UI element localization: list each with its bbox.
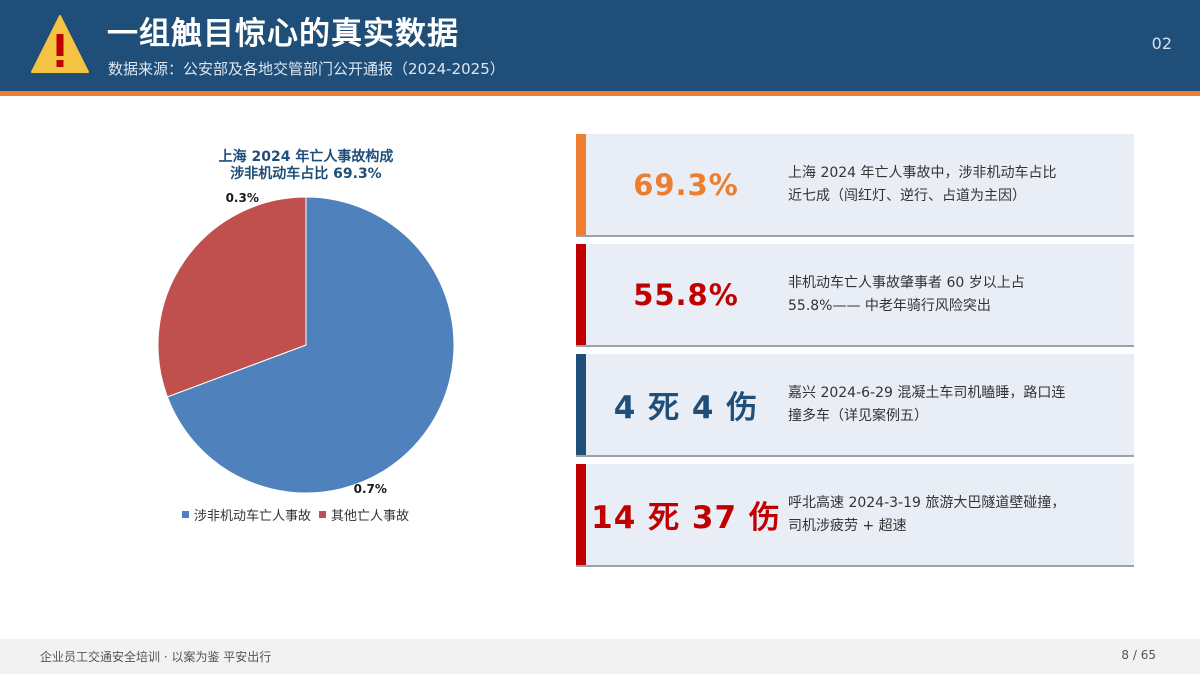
page-subtitle: 数据来源：公安部及各地交管部门公开通报（2024-2025） [108,60,505,78]
page-counter: 8 / 65 [1121,648,1156,662]
legend-swatch-red [319,511,327,518]
chart-title: 上海 2024 年亡人事故构成 涉非机动车占比 69.3% [130,149,482,183]
pie-chart: 上海 2024 年亡人事故构成 涉非机动车占比 69.3% 0.3% 0.7% … [130,145,490,545]
card-accent-bar [576,464,586,565]
stat-card: 14 死 37 伤 呼北高速 2024-3-19 旅游大巴隧道壁碰撞， 司机涉疲… [576,464,1134,567]
card-accent-bar [576,354,586,455]
stat-card: 69.3% 上海 2024 年亡人事故中，涉非机动车占比 近七成（闯红灯、逆行、… [576,134,1134,237]
legend-item-non-motor: 涉非机动车亡人事故 [182,505,311,524]
chart-title-line1: 上海 2024 年亡人事故构成 [218,149,394,165]
card-description: 嘉兴 2024-6-29 混凝土车司机瞌睡，路口连 撞多车（详见案例五） [788,384,1066,424]
chart-title-line2: 涉非机动车占比 69.3% [230,166,382,182]
card-value: 69.3% [633,167,739,202]
card-description: 上海 2024 年亡人事故中，涉非机动车占比 近七成（闯红灯、逆行、占道为主因） [788,164,1057,204]
footer-bar: 企业员工交通安全培训 · 以案为鉴 平安出行 8 / 65 [0,639,1200,674]
legend-swatch-blue [182,511,189,518]
card-accent-bar [576,244,586,345]
legend-label: 其他亡人事故 [331,509,410,524]
pie-svg [157,196,455,494]
card-accent-bar [576,134,586,235]
footer-caption: 企业员工交通安全培训 · 以案为鉴 平安出行 [40,650,272,664]
card-description: 非机动车亡人事故肇事者 60 岁以上占 55.8%—— 中老年骑行风险突出 [788,274,1025,314]
card-description: 呼北高速 2024-3-19 旅游大巴隧道壁碰撞， 司机涉疲劳 + 超速 [788,494,1066,534]
header-bar: 一组触目惊心的真实数据 数据来源：公安部及各地交管部门公开通报（2024-202… [0,0,1200,91]
pie-label-other: 0.3% [225,190,259,205]
legend-label: 涉非机动车亡人事故 [194,509,312,524]
stat-card: 55.8% 非机动车亡人事故肇事者 60 岁以上占 55.8%—— 中老年骑行风… [576,244,1134,347]
section-number: 02 [1151,34,1172,53]
card-value: 14 死 37 伤 [591,500,781,536]
card-value: 55.8% [633,277,739,312]
pie-slice-non-motor [166,196,455,494]
stat-card: 4 死 4 伤 嘉兴 2024-6-29 混凝土车司机瞌睡，路口连 撞多车（详见… [576,354,1134,457]
pie-slice-other [157,196,307,398]
pie-label-non-motor: 0.7% [353,481,387,496]
header-accent-stripe [0,91,1200,96]
chart-legend: 涉非机动车亡人事故 其他亡人事故 [182,505,409,524]
card-value: 4 死 4 伤 [613,390,759,426]
page-title: 一组触目惊心的真实数据 [107,16,459,52]
warning-icon [31,15,89,73]
legend-item-other: 其他亡人事故 [319,505,409,524]
